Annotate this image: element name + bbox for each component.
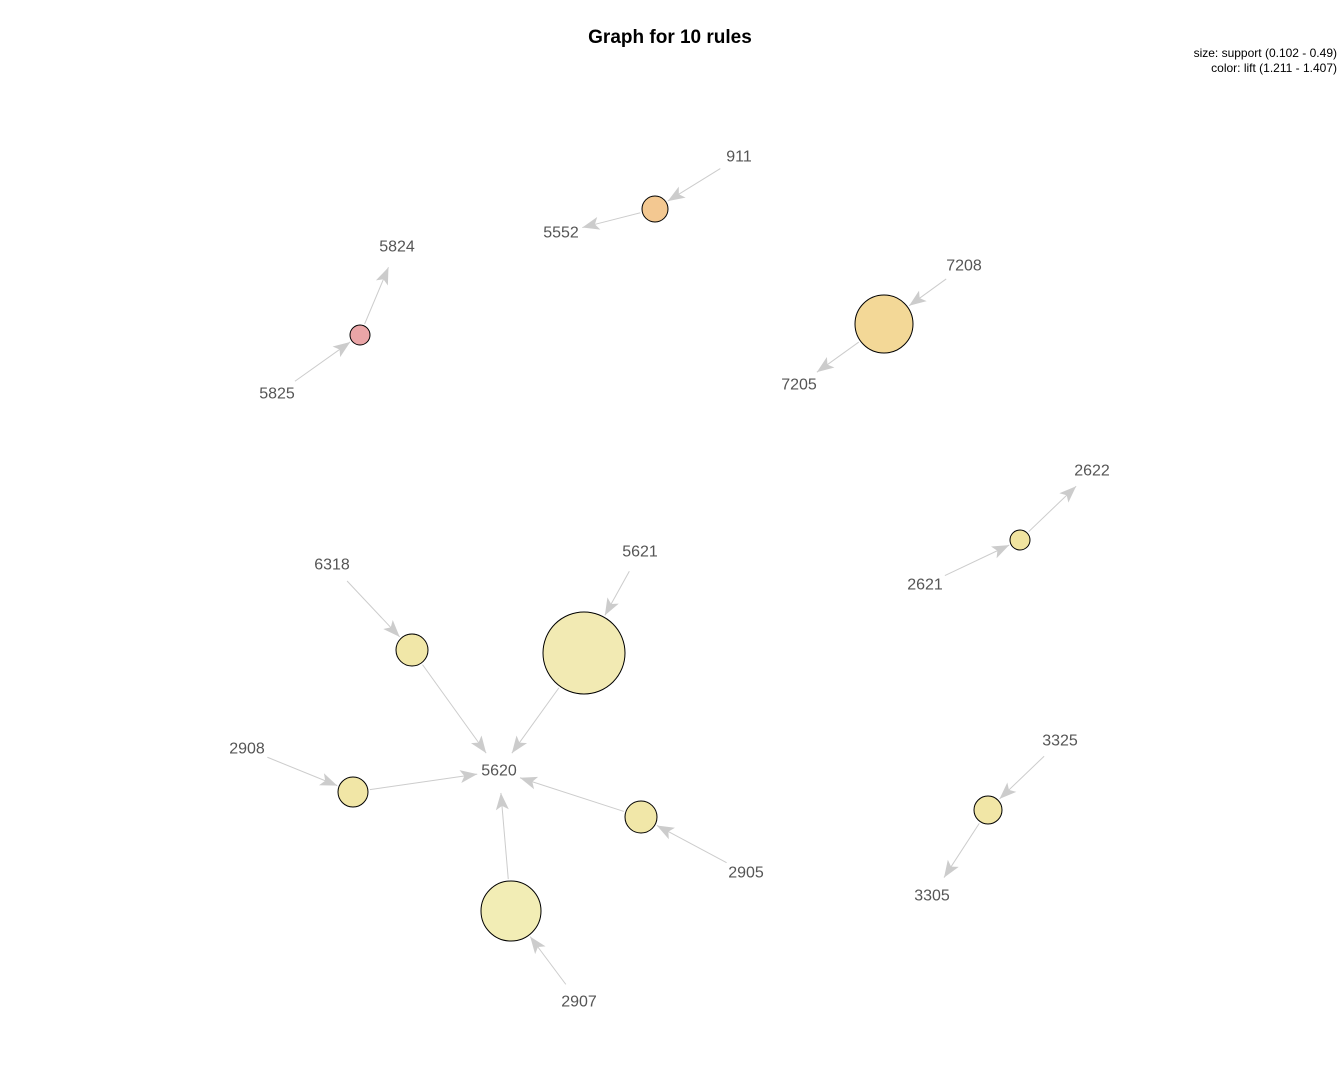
item-label-3325[interactable]: 3325 (1042, 733, 1078, 750)
item-label-2621[interactable]: 2621 (907, 577, 943, 594)
edge-rule-8-to-5620-line (519, 777, 625, 812)
edge-rule-6-to-5620-arrowhead (470, 735, 487, 754)
edge-6318-to-rule-6-arrowhead (383, 620, 400, 637)
rule-node-5[interactable] (542, 611, 626, 695)
item-label-911[interactable]: 911 (726, 149, 752, 166)
edge-rule-9-to-5620-arrowhead (495, 792, 509, 811)
edge-2905-to-rule-8-line (656, 825, 727, 864)
item-label-5620[interactable]: 5620 (481, 763, 517, 780)
edge-7208-to-rule-3-arrowhead (909, 290, 927, 306)
edge-rule-5-to-5620-arrowhead (511, 735, 528, 754)
item-label-5824[interactable]: 5824 (379, 239, 415, 256)
edge-2908-to-rule-7-arrowhead (319, 773, 338, 786)
edge-5825-to-rule-2-arrowhead (332, 341, 351, 358)
rule-node-3[interactable] (854, 294, 914, 354)
edge-5621-to-rule-5-arrowhead (604, 597, 619, 616)
rule-node-4[interactable] (1009, 529, 1031, 551)
edge-2905-to-rule-8-arrowhead (656, 825, 675, 840)
rule-node-1[interactable] (641, 195, 669, 223)
rule-node-6[interactable] (395, 633, 429, 667)
item-label-2905[interactable]: 2905 (728, 865, 764, 882)
item-label-2907[interactable]: 2907 (561, 994, 597, 1011)
item-label-2622[interactable]: 2622 (1074, 463, 1110, 480)
rule-node-10[interactable] (973, 795, 1003, 825)
edge-rule-4-to-2622-arrowhead (1059, 486, 1077, 503)
item-label-3305[interactable]: 3305 (914, 888, 950, 905)
item-label-7205[interactable]: 7205 (781, 377, 817, 394)
legend: size: support (0.102 - 0.49) color: lift… (1194, 46, 1337, 76)
item-label-5825[interactable]: 5825 (259, 386, 295, 403)
graph-title: Graph for 10 rules (588, 27, 752, 48)
edge-rule-3-to-7205-arrowhead (816, 356, 835, 373)
edge-rule-9-to-5620-line (500, 792, 509, 880)
item-label-6318[interactable]: 6318 (314, 557, 350, 574)
rule-node-9[interactable] (480, 880, 542, 942)
rule-node-7[interactable] (337, 776, 369, 808)
edge-rule-1-to-5552-arrowhead (582, 217, 601, 230)
edge-3325-to-rule-10-arrowhead (999, 782, 1017, 799)
rule-node-2[interactable] (349, 324, 371, 346)
item-label-2908[interactable]: 2908 (229, 741, 265, 758)
edge-rule-2-to-5824-arrowhead (375, 267, 389, 286)
item-label-5552[interactable]: 5552 (543, 225, 579, 242)
edge-rule-8-to-5620-arrowhead (519, 776, 539, 790)
edge-911-to-rule-1-arrowhead (667, 186, 686, 202)
edge-rule-7-to-5620-arrowhead (459, 770, 478, 783)
edge-rule-5-to-5620-line (511, 687, 560, 754)
edge-2907-to-rule-9-arrowhead (530, 936, 546, 955)
legend-color: color: lift (1.211 - 1.407) (1211, 61, 1337, 75)
edge-2621-to-rule-4-arrowhead (991, 545, 1010, 559)
item-label-5621[interactable]: 5621 (622, 544, 658, 561)
legend-size: size: support (0.102 - 0.49) (1193, 46, 1337, 60)
rule-node-8[interactable] (624, 800, 658, 834)
edge-rule-10-to-3305-arrowhead (944, 859, 959, 878)
item-label-7208[interactable]: 7208 (946, 258, 982, 275)
edge-rule-7-to-5620-line (369, 773, 478, 791)
edge-rule-6-to-5620-line (422, 664, 487, 754)
